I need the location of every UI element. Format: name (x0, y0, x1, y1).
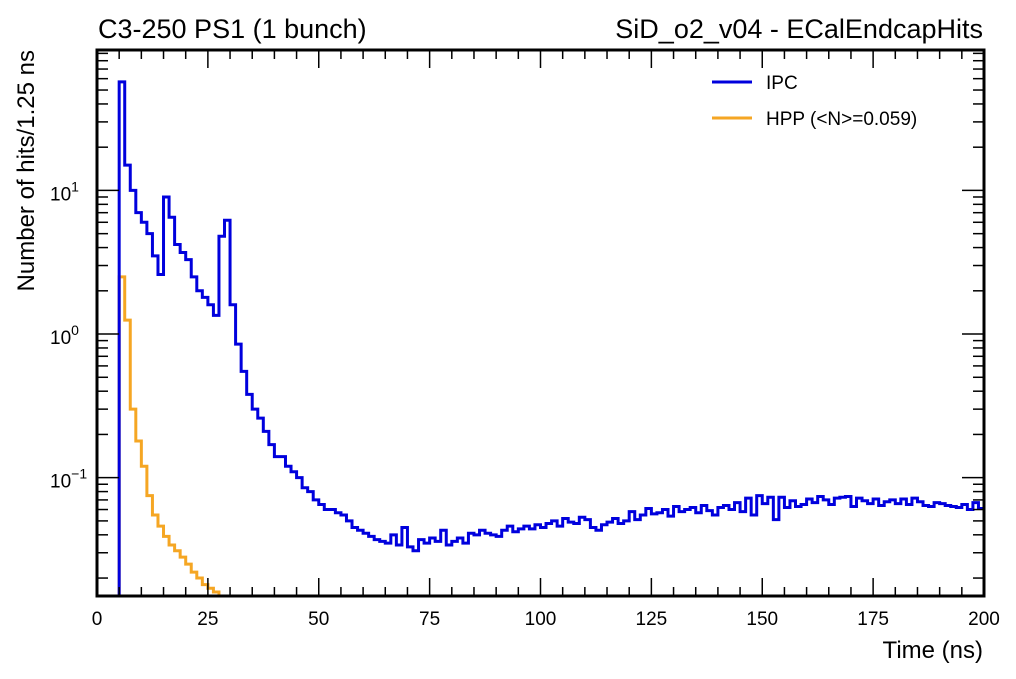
x-axis-title: Time (ns) (883, 637, 983, 664)
x-tick-label: 25 (197, 609, 218, 630)
chart-title-left: C3-250 PS1 (1 bunch) (98, 14, 367, 44)
x-tick-label: 150 (746, 609, 778, 630)
x-tick-label: 75 (419, 609, 440, 630)
x-tick-label: 50 (308, 609, 329, 630)
y-tick-label: 100 (50, 322, 79, 349)
axis-ticks (96, 50, 985, 596)
x-tick-label: 100 (525, 609, 557, 630)
x-tick-label: 200 (968, 609, 1000, 630)
y-axis-title: Number of hits/1.25 ns (13, 50, 40, 291)
y-tick-label: 10−1 (50, 466, 87, 493)
legend: IPC HPP (<N>=0.059) (712, 73, 917, 130)
x-tick-label: 0 (92, 609, 103, 630)
histogram-series-layer (117, 80, 984, 596)
chart-title-right: SiD_o2_v04 - ECalEndcapHits (615, 14, 983, 44)
x-tick-labels: 0 25 50 75 100 125 150 175 200 (92, 609, 1000, 630)
plot-frame (95, 48, 986, 598)
y-tick-label: 101 (50, 178, 79, 205)
x-tick-label: 175 (857, 609, 889, 630)
legend-label-hpp: HPP (<N>=0.059) (766, 109, 917, 130)
histogram-series-hpp (117, 275, 253, 596)
legend-label-ipc: IPC (766, 73, 798, 94)
y-tick-labels: 10−1 100 101 (50, 178, 87, 492)
x-tick-label: 125 (636, 609, 668, 630)
histogram-series-ipc (117, 80, 984, 596)
